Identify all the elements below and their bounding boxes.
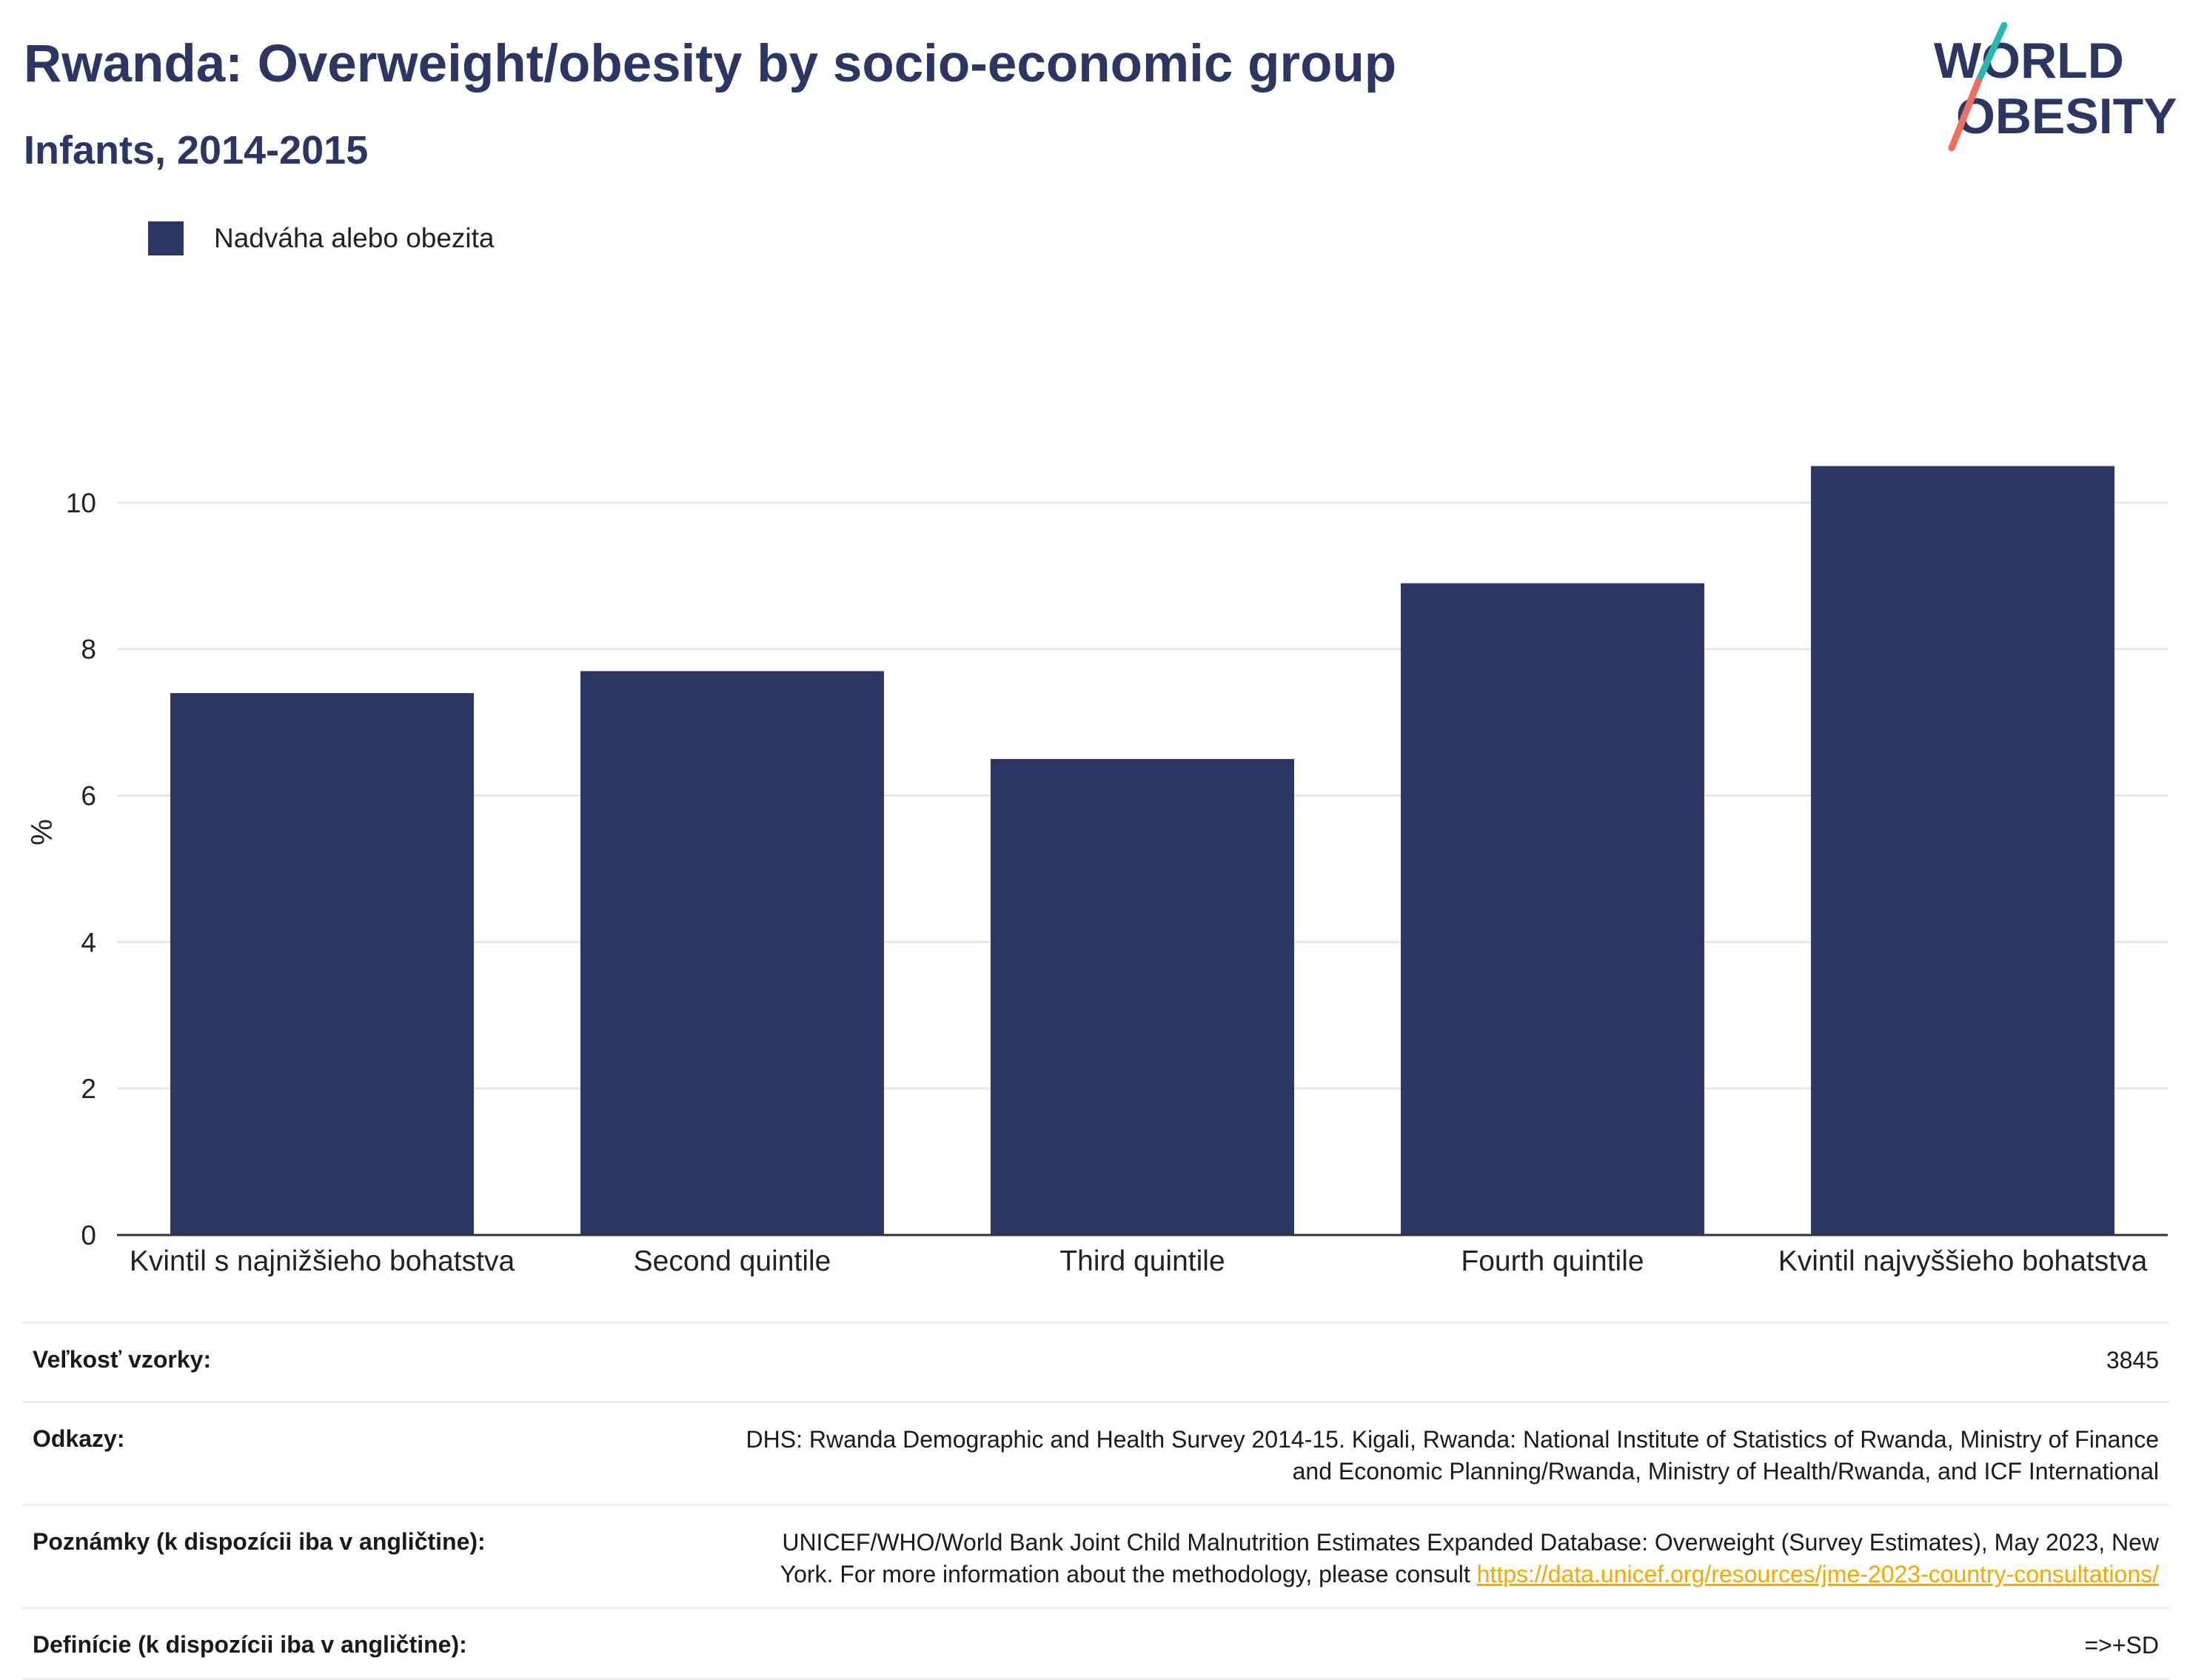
y-axis-ticks: 0 2 4 6 8 10 [66,488,96,1251]
notes-value: UNICEF/WHO/World Bank Joint Child Malnut… [635,1504,2169,1608]
references-value: DHS: Rwanda Demographic and Health Surve… [635,1401,2169,1505]
world-obesity-logo: WORLD OBESITY [1934,22,2177,152]
bars [170,466,2114,1235]
info-row-notes: Poznámky (k dispozícii iba v angličtine)… [22,1504,2169,1608]
references-line-2: and Economic Planning/Rwanda, Ministry o… [1292,1458,2159,1485]
definitions-label: Definície (k dispozícii iba v angličtine… [22,1607,635,1680]
x-tick-label: Kvintil najvyššieho bohatstva [1778,1245,2148,1277]
notes-label: Poznámky (k dispozícii iba v angličtine)… [22,1504,635,1608]
bar [170,693,474,1235]
sample-size-label: Veľkosť vzorky: [22,1322,635,1402]
notes-line-1: UNICEF/WHO/World Bank Joint Child Malnut… [782,1529,2159,1556]
logo-word-world: WORLD [1934,33,2124,89]
chart-legend: Nadváha alebo obezita [148,219,495,258]
y-tick-label: 4 [81,927,96,957]
bar [1401,583,1704,1235]
y-axis-title: % [26,819,58,846]
definitions-value: =>+SD [635,1607,2169,1680]
legend-label: Nadváha alebo obezita [214,223,495,253]
chart-title: Rwanda: Overweight/obesity by socio-econ… [24,35,1397,93]
y-tick-label: 10 [66,488,96,518]
x-tick-label: Third quintile [1059,1245,1225,1277]
logo-slash-coral [1948,78,1982,152]
y-tick-label: 2 [81,1074,96,1104]
bar [580,671,884,1235]
methodology-link[interactable]: https://data.unicef.org/resources/jme-20… [1476,1561,2159,1587]
legend-swatch [148,221,184,255]
x-tick-label: Second quintile [634,1245,831,1277]
info-table: Veľkosť vzorky: 3845 Odkazy: DHS: Rwanda… [22,1322,2169,1680]
bar [991,759,1294,1235]
info-row-definitions: Definície (k dispozícii iba v angličtine… [22,1607,2169,1680]
x-axis-labels: Kvintil s najnižšieho bohatstva Second qu… [130,1245,2148,1277]
y-tick-label: 6 [81,781,96,811]
info-row-sample-size: Veľkosť vzorky: 3845 [22,1322,2169,1402]
sample-size-value: 3845 [635,1322,2169,1402]
references-label: Odkazy: [22,1401,635,1505]
x-tick-label: Fourth quintile [1461,1245,1644,1277]
chart-subtitle: Infants, 2014-2015 [24,128,369,173]
notes-line-2: York. For more information about the met… [780,1561,1470,1587]
bar [1811,466,2114,1235]
logo-slash-teal [1975,22,2008,85]
y-tick-label: 0 [81,1220,96,1251]
x-tick-label: Kvintil s najnižšieho bohatstva [130,1245,515,1277]
logo-word-obesity: OBESITY [1956,88,2177,144]
y-tick-label: 8 [81,635,96,665]
references-line-1: DHS: Rwanda Demographic and Health Surve… [746,1426,2160,1453]
bar-chart: 0 2 4 6 8 10 Kvintil s najnižšieho bohatstva S… [26,466,2168,1277]
info-row-references: Odkazy: DHS: Rwanda Demographic and Heal… [22,1401,2169,1505]
